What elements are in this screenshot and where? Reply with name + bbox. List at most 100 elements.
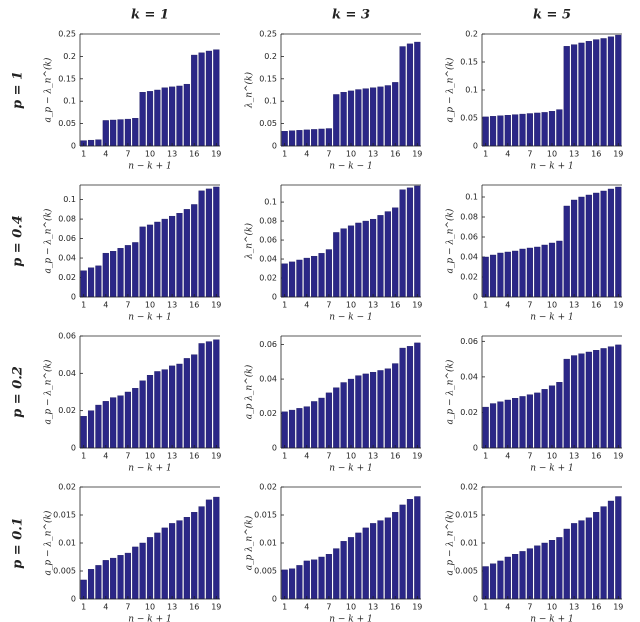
bar [132, 118, 139, 147]
x-tick-label: 13 [167, 301, 177, 310]
bar [139, 380, 146, 449]
bar [139, 92, 146, 147]
bar [102, 401, 109, 449]
x-tick-label: 19 [613, 301, 623, 310]
bar [406, 43, 414, 147]
bar [318, 128, 325, 147]
x-axis-label: n − k + 1 [530, 615, 574, 622]
x-axis-label: n − k − 1 [329, 313, 373, 323]
bar [414, 496, 421, 600]
x-tick-label: 1 [483, 301, 488, 310]
bar [176, 520, 183, 600]
y-tick-label: 0.005 [455, 567, 478, 576]
y-axis-label: a_p λ_n^(k) [244, 515, 255, 570]
bar [489, 254, 497, 298]
x-tick-label: 7 [125, 150, 130, 159]
y-tick-label: 0.015 [53, 511, 76, 520]
bar [526, 247, 533, 298]
bar [176, 213, 183, 298]
x-tick-label: 10 [547, 150, 557, 159]
x-axis-label: n − k + 1 [128, 313, 172, 323]
bar [288, 261, 296, 298]
bar [325, 249, 332, 298]
bar [384, 517, 391, 600]
y-tick-label: 0.02 [259, 274, 277, 283]
bar [303, 406, 310, 449]
bar [578, 520, 585, 600]
bar [578, 353, 585, 449]
bar [281, 569, 288, 600]
bar [563, 205, 570, 298]
bar [311, 129, 318, 147]
bar [377, 86, 384, 147]
bar [110, 557, 117, 600]
x-axis-label: n − k + 1 [530, 313, 574, 323]
bar [183, 83, 190, 147]
bar [161, 218, 168, 298]
x-tick-label: 13 [368, 150, 378, 159]
y-tick-label: 0.05 [58, 119, 76, 128]
y-tick-label: 0.005 [254, 567, 277, 576]
x-tick-label: 7 [125, 301, 130, 310]
bar [311, 401, 318, 449]
x-tick-label: 7 [326, 452, 331, 461]
bar [132, 546, 139, 600]
bar [95, 565, 102, 600]
bar [333, 94, 340, 147]
bar [347, 90, 355, 147]
bar [512, 114, 519, 147]
column-title: k = 5 [533, 8, 571, 23]
bar [124, 118, 131, 147]
y-tick-label: 0.1 [465, 193, 478, 202]
column-title: k = 3 [332, 8, 370, 23]
y-tick-label: 0.02 [460, 483, 478, 492]
bar [489, 116, 497, 147]
y-tick-label: 0.04 [460, 253, 478, 262]
bar [526, 113, 533, 147]
y-axis-label: a_p − λ_n^(k) [43, 57, 54, 122]
y-tick-label: 0 [71, 293, 76, 302]
x-tick-label: 1 [483, 150, 488, 159]
x-tick-label: 7 [527, 301, 532, 310]
bar [296, 130, 303, 147]
bar [318, 397, 325, 449]
row-title: p = 0.4 [11, 215, 26, 267]
x-tick-label: 4 [103, 603, 108, 612]
bar [414, 342, 421, 449]
bar [333, 387, 340, 449]
bar [406, 346, 414, 449]
x-axis-label: n − k − 1 [329, 162, 373, 172]
x-tick-label: 7 [125, 452, 130, 461]
x-tick-label: 4 [304, 452, 309, 461]
bar [311, 559, 318, 600]
bar [117, 555, 124, 600]
y-tick-label: 0 [473, 444, 478, 453]
bar [370, 523, 377, 600]
bar [519, 396, 526, 449]
bar [489, 563, 497, 600]
bar [615, 186, 622, 298]
bar [615, 496, 622, 600]
column-title: k = 1 [131, 8, 169, 23]
x-tick-label: 10 [145, 603, 155, 612]
x-tick-label: 10 [346, 301, 356, 310]
bar [585, 194, 592, 298]
bar [571, 44, 578, 147]
x-tick-label: 19 [412, 150, 422, 159]
x-tick-label: 4 [304, 150, 309, 159]
bar [541, 389, 548, 449]
x-tick-label: 13 [569, 301, 579, 310]
bar [362, 527, 369, 600]
bar [154, 532, 161, 600]
y-tick-label: 0.06 [460, 337, 478, 346]
bar [318, 253, 325, 298]
y-axis-label: a_p − λ_n^(k) [43, 359, 54, 424]
bar [154, 221, 161, 298]
bar [198, 190, 205, 298]
y-tick-label: 0.02 [58, 406, 76, 415]
x-tick-label: 4 [505, 452, 510, 461]
bar [288, 130, 296, 147]
x-tick-label: 19 [613, 452, 623, 461]
bar [213, 186, 220, 298]
x-axis-label: n − k + 1 [128, 464, 172, 474]
